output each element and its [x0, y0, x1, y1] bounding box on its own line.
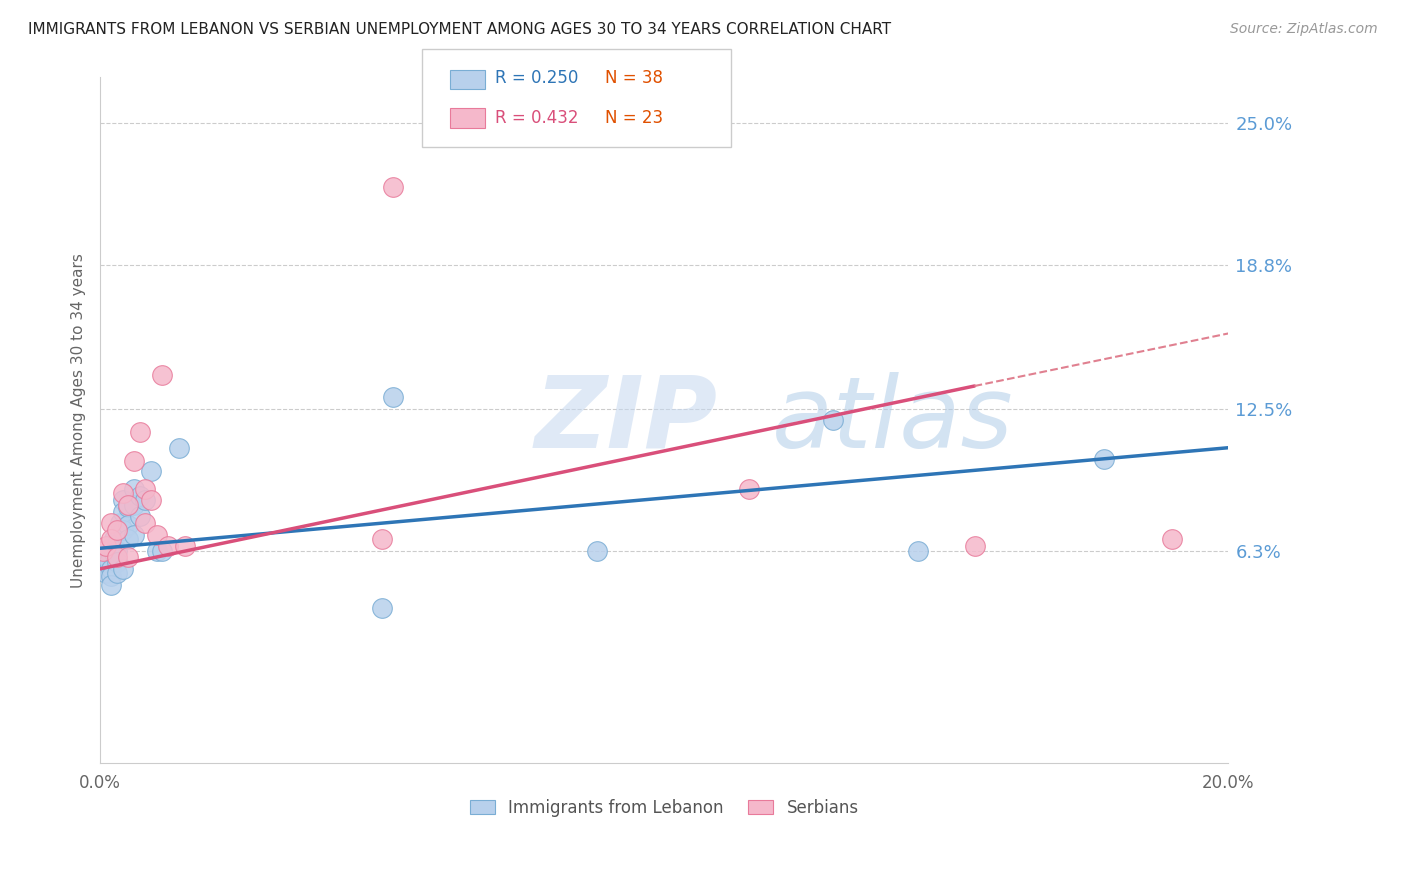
Point [122, 527, 145, 541]
Point [97, 555, 120, 569]
Point [382, 180, 405, 194]
Point [1092, 452, 1115, 467]
Y-axis label: Unemployment Among Ages 30 to 34 years: Unemployment Among Ages 30 to 34 years [72, 252, 86, 588]
Point [100, 578, 122, 592]
Point [371, 532, 394, 546]
Point [111, 493, 134, 508]
Point [105, 566, 128, 581]
Point [94, 555, 117, 569]
Text: IMMIGRANTS FROM LEBANON VS SERBIAN UNEMPLOYMENT AMONG AGES 30 TO 34 YEARS CORREL: IMMIGRANTS FROM LEBANON VS SERBIAN UNEMP… [28, 22, 891, 37]
Point [173, 539, 195, 553]
Point [108, 516, 131, 530]
Point [117, 550, 139, 565]
Point [111, 523, 134, 537]
Point [145, 527, 167, 541]
Text: atlas: atlas [772, 372, 1014, 469]
Point [167, 441, 190, 455]
Point [91, 550, 114, 565]
Point [103, 546, 125, 560]
Point [105, 537, 128, 551]
Point [91, 543, 114, 558]
Point [105, 543, 128, 558]
Point [122, 482, 145, 496]
Point [371, 600, 394, 615]
Point [128, 489, 150, 503]
Point [139, 493, 162, 508]
Point [150, 543, 173, 558]
Point [117, 498, 139, 512]
Legend: Immigrants from Lebanon, Serbians: Immigrants from Lebanon, Serbians [463, 792, 866, 823]
Point [100, 562, 122, 576]
Point [97, 543, 120, 558]
Point [128, 425, 150, 439]
Point [105, 523, 128, 537]
Point [111, 562, 134, 576]
Point [103, 532, 125, 546]
Point [117, 500, 139, 515]
Text: N = 38: N = 38 [605, 70, 662, 87]
Point [122, 498, 145, 512]
Text: R = 0.250: R = 0.250 [495, 70, 578, 87]
Point [823, 413, 845, 427]
Point [122, 454, 145, 468]
Point [150, 368, 173, 382]
Point [134, 493, 156, 508]
Point [100, 532, 122, 546]
Point [100, 568, 122, 582]
Point [1161, 532, 1184, 546]
Point [128, 509, 150, 524]
Point [100, 516, 122, 530]
Point [94, 539, 117, 553]
Text: ZIP: ZIP [534, 372, 717, 469]
Point [963, 539, 986, 553]
Point [907, 543, 929, 558]
Point [94, 566, 117, 581]
Point [382, 391, 405, 405]
Point [117, 518, 139, 533]
Point [134, 482, 156, 496]
Text: R = 0.432: R = 0.432 [495, 109, 578, 127]
Text: N = 23: N = 23 [605, 109, 662, 127]
Point [145, 543, 167, 558]
Point [117, 532, 139, 546]
Point [585, 543, 607, 558]
Point [738, 482, 761, 496]
Point [156, 539, 179, 553]
Point [134, 516, 156, 530]
Point [139, 464, 162, 478]
Point [105, 550, 128, 565]
Point [111, 505, 134, 519]
Point [105, 555, 128, 569]
Text: Source: ZipAtlas.com: Source: ZipAtlas.com [1230, 22, 1378, 37]
Point [111, 486, 134, 500]
